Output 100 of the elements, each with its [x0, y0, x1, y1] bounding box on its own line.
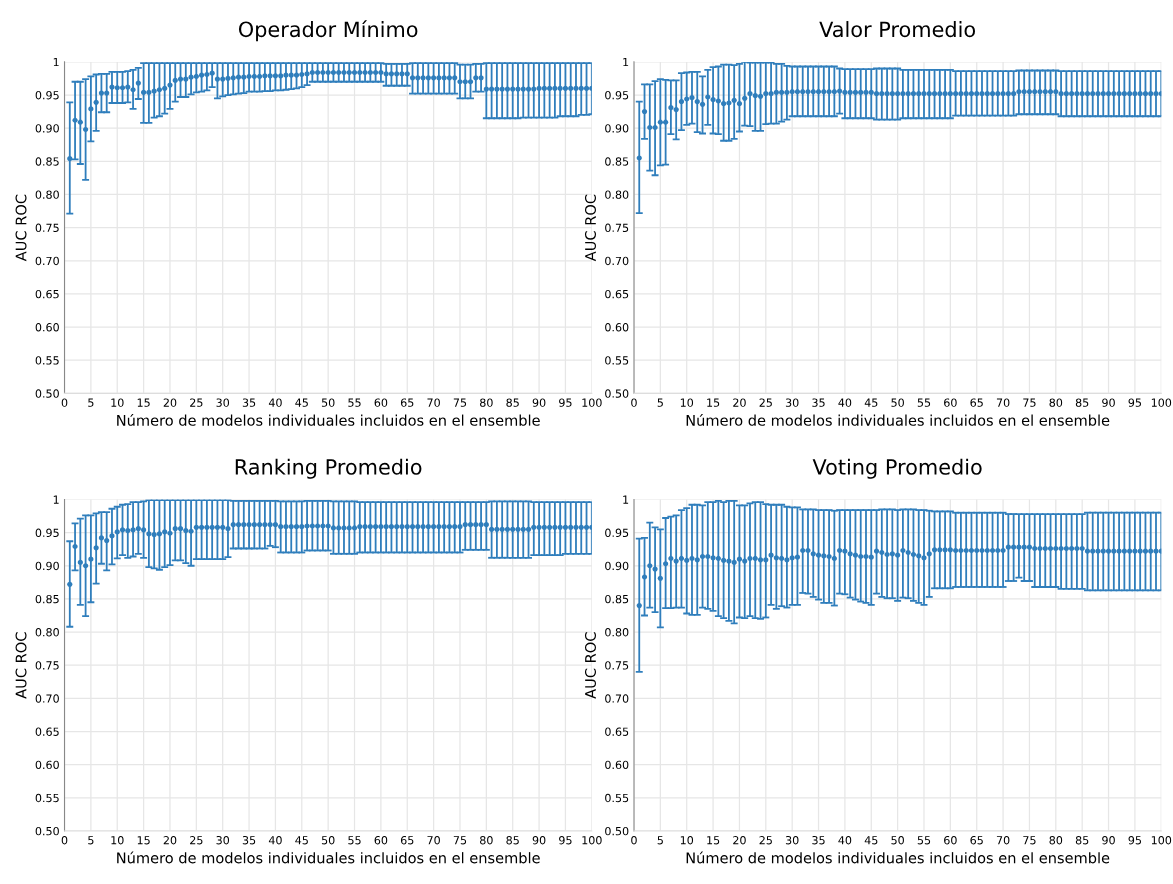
- x-tick-label: 5: [657, 836, 663, 845]
- x-tick-label: 60: [944, 398, 957, 407]
- x-tick-label: 0: [61, 836, 68, 845]
- x-tick-label: 100: [1151, 836, 1172, 845]
- x-tick-label: 60: [944, 836, 957, 845]
- x-tick-label: 60: [374, 836, 388, 845]
- x-axis-title: Número de modelos individuales incluidos en el ensemble: [117, 413, 540, 426]
- x-tick-label: 0: [61, 398, 68, 407]
- x-tick-label: 15: [707, 398, 720, 407]
- x-tick-label: 90: [532, 398, 546, 407]
- x-tick-label: 55: [917, 398, 931, 407]
- x-tick-label: 70: [427, 398, 440, 407]
- chart-title: Valor Promedio: [819, 21, 976, 38]
- x-tick-label: 95: [559, 398, 572, 407]
- y-tick-label: 1: [53, 58, 59, 67]
- x-tick-label: 35: [242, 836, 256, 845]
- x-tick-label: 80: [1049, 836, 1063, 845]
- y-tick-label: 0.65: [605, 289, 629, 299]
- x-tick-label: 40: [838, 836, 852, 845]
- x-tick-label: 20: [733, 836, 746, 845]
- x-tick-label: 40: [268, 398, 282, 407]
- x-tick-label: 80: [480, 398, 493, 407]
- y-tick-label: 0.65: [35, 289, 59, 299]
- x-tick-label: 65: [970, 398, 983, 407]
- y-tick-label: 0.75: [35, 661, 59, 670]
- x-tick-label: 15: [707, 836, 720, 845]
- x-tick-label: 30: [785, 398, 799, 407]
- x-tick-label: 5: [88, 836, 94, 845]
- x-tick-label: 65: [400, 836, 414, 845]
- y-tick-label: 1: [53, 495, 59, 504]
- y-axis-title: AUC ROC: [584, 194, 596, 262]
- y-tick-label: 0.90: [605, 124, 629, 133]
- x-tick-label: 5: [88, 398, 94, 407]
- x-tick-label: 30: [216, 398, 230, 407]
- y-tick-label: 0.55: [605, 793, 629, 803]
- x-tick-label: 40: [838, 398, 852, 407]
- y-tick-label: 0.75: [605, 223, 629, 233]
- y-tick-label: 0.95: [605, 91, 629, 100]
- chart-title: Voting Promedio: [812, 458, 982, 479]
- chart-title: Operador Mínimo: [238, 20, 418, 42]
- y-tick-label: 1: [623, 58, 629, 67]
- x-tick-label: 25: [190, 398, 203, 407]
- x-axis-title: Número de modelos individuales incluidos en el ensemble: [686, 413, 1110, 426]
- x-tick-label: 30: [216, 836, 230, 845]
- x-tick-label: 20: [163, 398, 177, 407]
- y-tick-label: 0.55: [35, 356, 59, 365]
- x-tick-label: 50: [891, 398, 904, 407]
- y-tick-label: 0.85: [35, 157, 59, 166]
- x-tick-label: 55: [917, 836, 931, 845]
- y-tick-label: 0.55: [605, 356, 629, 365]
- y-tick-label: 0.60: [605, 760, 629, 770]
- y-tick-label: 0.95: [605, 528, 629, 537]
- x-tick-label: 70: [427, 836, 440, 845]
- x-tick-label: 25: [759, 836, 772, 845]
- x-tick-label: 50: [321, 398, 335, 407]
- x-tick-label: 100: [582, 398, 602, 407]
- y-tick-label: 0.80: [35, 628, 59, 637]
- y-tick-label: 0.70: [35, 694, 59, 703]
- x-tick-label: 45: [295, 398, 308, 407]
- x-tick-label: 40: [268, 836, 282, 845]
- x-tick-label: 0: [631, 398, 637, 407]
- x-tick-label: 85: [1075, 836, 1089, 845]
- y-tick-label: 0.60: [35, 760, 59, 770]
- y-tick-label: 0.65: [605, 727, 629, 736]
- x-tick-label: 10: [111, 398, 124, 407]
- x-tick-label: 25: [190, 836, 203, 845]
- x-tick-label: 45: [864, 836, 878, 845]
- y-tick-label: 0.80: [605, 190, 629, 199]
- y-tick-label: 0.55: [35, 793, 59, 803]
- chart-title: Ranking Promedio: [235, 458, 422, 479]
- y-tick-label: 0.90: [35, 124, 59, 133]
- y-tick-label: 0.70: [605, 694, 629, 703]
- y-tick-label: 0.65: [35, 727, 59, 736]
- x-tick-label: 20: [733, 398, 746, 407]
- x-tick-label: 70: [996, 398, 1010, 407]
- y-tick-label: 0.50: [605, 826, 629, 836]
- x-tick-label: 20: [163, 836, 177, 845]
- x-tick-label: 100: [1151, 398, 1172, 407]
- y-tick-label: 0.95: [35, 528, 59, 537]
- x-tick-label: 25: [759, 398, 772, 407]
- y-tick-label: 1: [623, 495, 629, 504]
- x-tick-label: 50: [321, 836, 335, 845]
- x-tick-label: 15: [137, 398, 150, 407]
- x-tick-label: 100: [582, 836, 602, 845]
- y-tick-label: 0.90: [35, 561, 59, 571]
- y-axis-title: AUC ROC: [15, 194, 27, 262]
- x-tick-label: 75: [1023, 398, 1036, 407]
- x-tick-label: 95: [559, 836, 572, 845]
- x-tick-label: 75: [453, 398, 467, 407]
- x-tick-label: 95: [1128, 836, 1141, 845]
- y-tick-label: 0.70: [605, 256, 629, 266]
- x-tick-label: 85: [506, 398, 519, 407]
- y-tick-label: 0.60: [605, 323, 629, 332]
- x-tick-label: 35: [812, 836, 825, 845]
- y-tick-label: 0.50: [605, 389, 629, 398]
- x-tick-label: 80: [480, 836, 493, 845]
- x-tick-label: 0: [631, 836, 637, 845]
- x-tick-label: 15: [137, 836, 150, 845]
- x-tick-label: 35: [812, 398, 825, 407]
- x-tick-label: 50: [891, 836, 904, 845]
